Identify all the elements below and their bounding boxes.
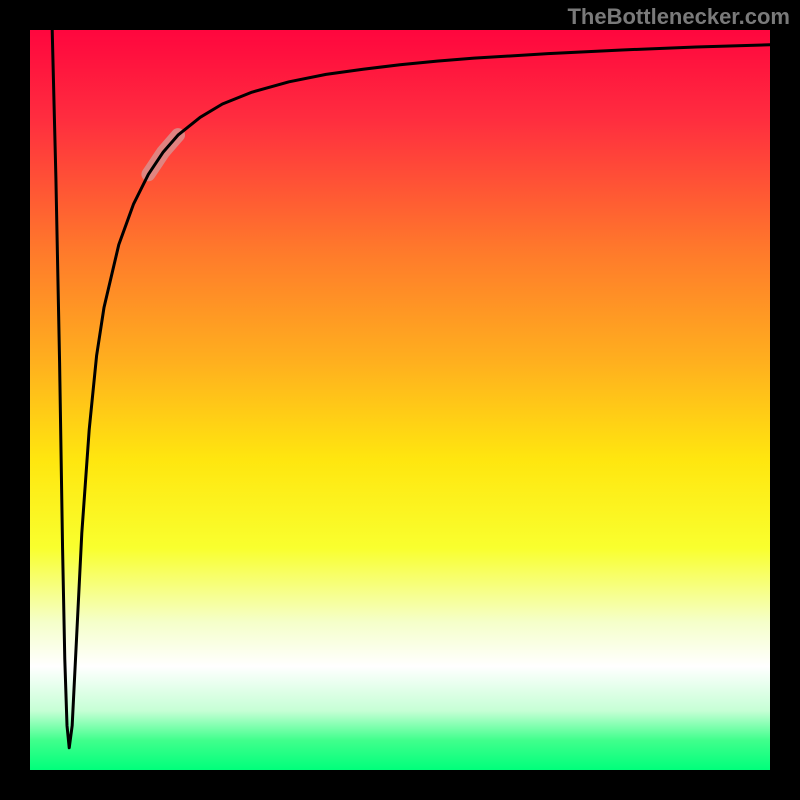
frame-border-left — [0, 0, 30, 800]
bottleneck-curve — [52, 30, 770, 748]
chart-container: TheBottlenecker.com — [0, 0, 800, 800]
frame-border-bottom — [0, 770, 800, 800]
watermark-text: TheBottlenecker.com — [567, 4, 790, 30]
frame-border-right — [770, 0, 800, 800]
curve-overlay — [0, 0, 800, 800]
